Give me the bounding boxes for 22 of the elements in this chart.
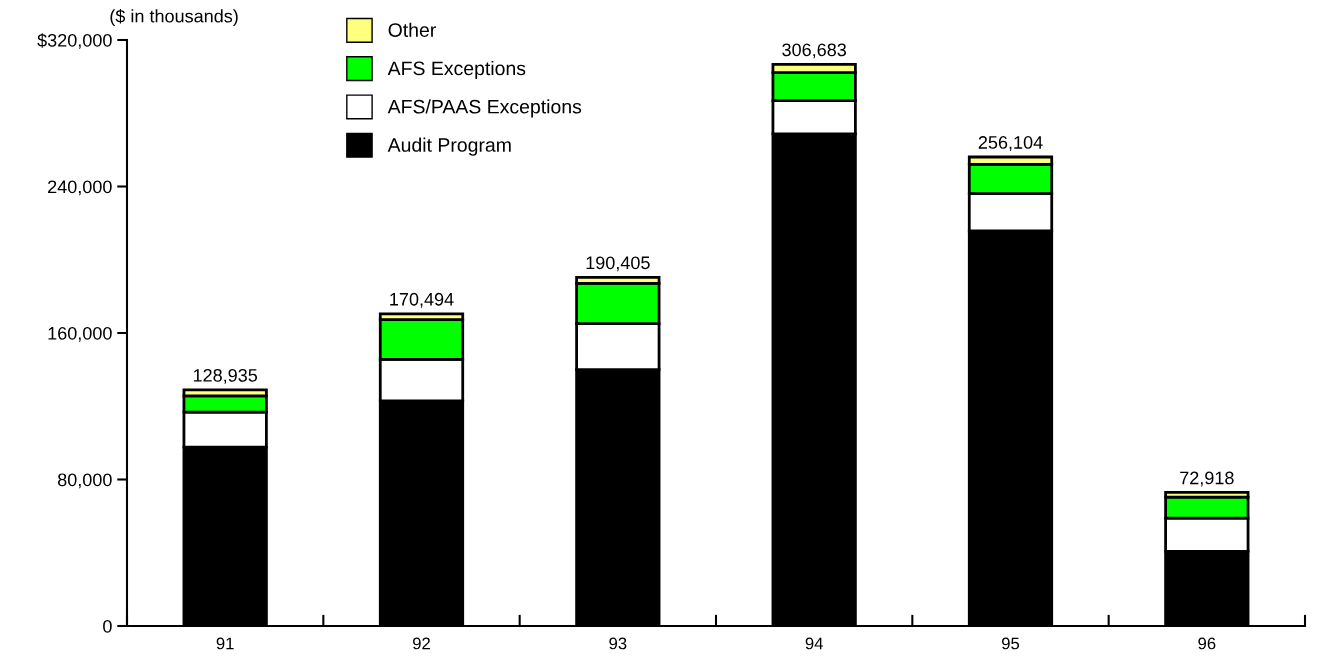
- total-label: 256,104: [978, 136, 1043, 151]
- total-label: 170,494: [390, 292, 454, 308]
- total-label: 128,935: [193, 368, 258, 384]
- x-tick-label: 92: [413, 637, 430, 650]
- y-tick-label: 240,000: [48, 180, 112, 196]
- y-tick-label: $320,000: [37, 33, 112, 49]
- x-tick-label: 96: [1198, 637, 1216, 650]
- y-axis-title: ($ in thousands): [110, 9, 238, 27]
- y-tick-label: 80,000: [57, 473, 112, 489]
- total-label: 72,918: [1180, 471, 1234, 487]
- y-tick-label: 160,000: [48, 326, 112, 342]
- x-tick-label: 93: [609, 637, 627, 650]
- legend-label: AFS Exceptions: [387, 60, 526, 80]
- x-tick-label: 95: [1002, 637, 1020, 650]
- legend-label: AFS/PAAS Exceptions: [387, 99, 582, 118]
- legend-label: Audit Program: [387, 137, 511, 156]
- x-tick-label: 91: [216, 637, 234, 650]
- x-tick-label: 94: [805, 637, 823, 650]
- total-label: 306,683: [782, 43, 847, 59]
- legend-label: Other: [388, 22, 436, 37]
- y-tick-label: 0: [103, 619, 112, 633]
- total-label: 190,405: [586, 256, 650, 272]
